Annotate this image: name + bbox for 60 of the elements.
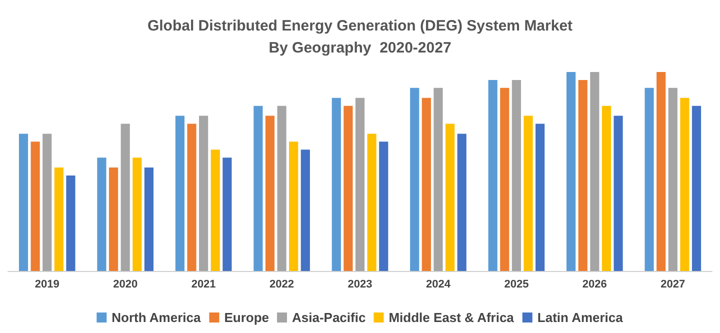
x-tick-label: 2025 xyxy=(504,278,529,290)
bar xyxy=(265,116,275,271)
bar xyxy=(524,116,533,271)
bar xyxy=(457,134,466,271)
bar xyxy=(644,88,654,271)
bar xyxy=(66,175,76,271)
bar xyxy=(379,142,388,271)
bar xyxy=(692,106,702,271)
bar xyxy=(680,98,690,271)
bar xyxy=(344,106,353,271)
bar xyxy=(602,106,612,271)
x-tick-label: 2024 xyxy=(426,278,452,290)
bar xyxy=(108,168,118,271)
bar xyxy=(300,150,310,271)
legend-label: Middle East & Africa xyxy=(388,310,515,325)
bar xyxy=(222,158,232,271)
chart-title: Global Distributed Energy Generation (DEG) System Market By Geography 2020-2027 xyxy=(147,18,573,56)
x-tick-label: 2021 xyxy=(191,278,216,290)
x-tick-label: 2019 xyxy=(34,278,60,290)
bar xyxy=(668,88,678,271)
legend-label: Europe xyxy=(224,310,270,325)
legend-label: Asia-Pacific xyxy=(292,310,366,325)
bar xyxy=(54,168,64,271)
bar xyxy=(355,98,365,271)
bar xyxy=(590,72,600,271)
bar xyxy=(614,116,623,271)
bar xyxy=(199,116,208,271)
bar xyxy=(175,116,184,271)
x-tick-label: 2026 xyxy=(582,278,607,290)
x-tick-label: 2020 xyxy=(113,278,138,290)
bar xyxy=(578,80,588,271)
bar xyxy=(30,142,40,271)
bar xyxy=(277,106,286,271)
bar xyxy=(254,106,263,271)
legend-label: North America xyxy=(112,310,202,325)
bar xyxy=(289,142,298,271)
bar xyxy=(410,88,420,271)
bar xyxy=(367,134,376,271)
bar xyxy=(42,134,52,271)
bar xyxy=(422,98,431,271)
bar xyxy=(210,150,220,271)
bar xyxy=(18,134,28,271)
legend-label: Latin America xyxy=(537,310,624,325)
bar xyxy=(187,124,196,271)
bar xyxy=(132,158,142,271)
bar xyxy=(120,124,130,271)
bar xyxy=(500,88,510,271)
bar xyxy=(512,80,521,271)
bar xyxy=(332,98,341,271)
x-tick-label: 2023 xyxy=(348,278,372,290)
x-tick-label: 2022 xyxy=(270,278,294,290)
bar xyxy=(488,80,498,271)
bar xyxy=(656,72,666,271)
bar xyxy=(144,168,154,271)
bar xyxy=(566,72,576,271)
bar xyxy=(536,124,545,271)
bar xyxy=(434,88,443,271)
bar xyxy=(97,158,106,271)
bar xyxy=(445,124,455,271)
x-tick-label: 2027 xyxy=(660,278,686,290)
